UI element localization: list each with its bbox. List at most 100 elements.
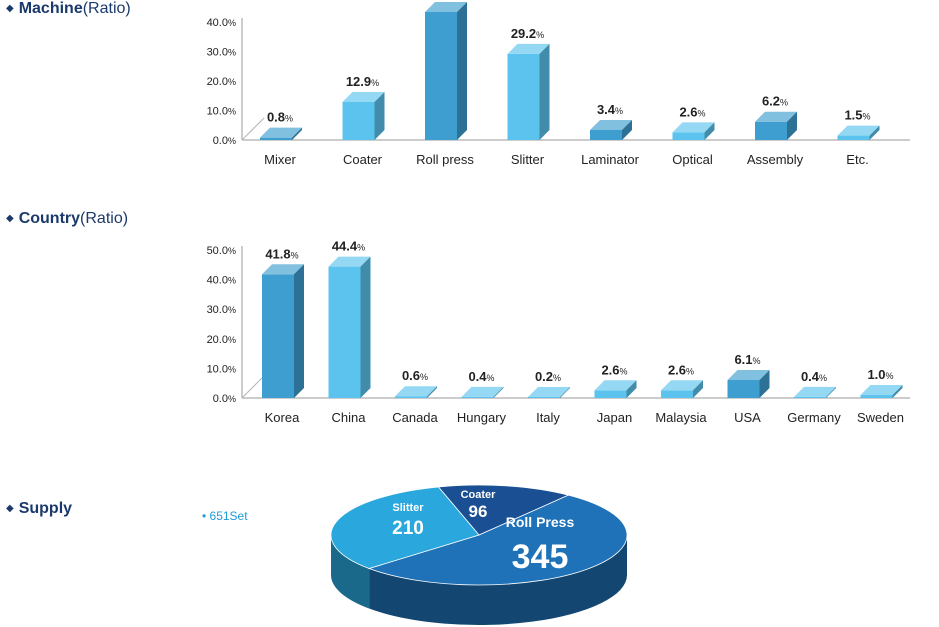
- machine-bar-top: [425, 1, 467, 12]
- country-y-tick-label: 10.0%: [207, 363, 236, 375]
- country-bar-chart: 0.0% 10.0% 20.0% 30.0% 40.0% 50.0% 41.8% Korea 4…: [207, 239, 910, 425]
- country-bar-front: [328, 266, 361, 398]
- country-y-tick-label: 30.0%: [207, 304, 236, 316]
- machine-category-label: Coater: [343, 152, 383, 167]
- country-bar-side: [294, 264, 304, 398]
- diamond-bullet-icon: ◆: [6, 3, 14, 14]
- country-bar-front: [528, 397, 560, 398]
- country-bar-front: [794, 396, 826, 398]
- country-subtitle: (Ratio): [80, 210, 129, 227]
- machine-category-label: Roll press: [416, 152, 474, 167]
- country-bar-top: [594, 380, 637, 391]
- machine-bar-side: [704, 122, 715, 140]
- country-category-label: Sweden: [857, 410, 904, 425]
- machine-bar-chart: 0.0% 10.0% 20.0% 30.0% 40.0% 0.8% Mixer 12.9% Co…: [207, 1, 910, 167]
- country-bar-side: [493, 386, 504, 398]
- country-bar-side: [626, 380, 637, 398]
- machine-floor-edge: [241, 117, 265, 141]
- pie-slice-slitter: [330, 486, 480, 569]
- pie-slice-roll-press: [367, 494, 628, 586]
- machine-bar-top: [590, 119, 632, 130]
- country-bar-top: [661, 380, 703, 391]
- machine-bar-side: [539, 43, 550, 140]
- country-value-label: 2.6%: [601, 362, 627, 377]
- machine-subtitle: (Ratio): [82, 0, 131, 17]
- machine-value-label: 12.9%: [346, 74, 379, 89]
- diamond-bullet-icon: ◆: [6, 503, 14, 514]
- machine-bar: [837, 125, 880, 140]
- country-bar-front: [661, 390, 693, 398]
- country-bar-top: [794, 386, 836, 397]
- country-bar-side: [892, 385, 903, 398]
- machine-bar-front: [755, 121, 787, 140]
- machine-value-label: 6.2%: [762, 94, 788, 109]
- country-bar-side: [360, 256, 371, 398]
- country-y-tick-label: 50.0%: [207, 245, 236, 257]
- machine-section-title: ◆ Machine(Ratio): [6, 0, 131, 18]
- machine-bar-front: [425, 11, 457, 140]
- machine-category-label: Laminator: [581, 152, 639, 167]
- machine-y-tick-label: 10.0%: [207, 106, 236, 118]
- country-bar: [661, 380, 703, 398]
- country-category-label: Korea: [265, 410, 300, 425]
- supply-total-label: • 651Set: [202, 509, 248, 523]
- country-bar-front: [860, 395, 893, 398]
- pie-slice-side: [369, 535, 627, 626]
- machine-bar-side: [622, 119, 632, 140]
- pie-slice-coater: [437, 484, 570, 536]
- machine-category-label: Slitter: [511, 152, 545, 167]
- machine-bar-front: [837, 135, 870, 140]
- country-title: Country: [18, 210, 81, 227]
- country-bar: [860, 385, 903, 398]
- machine-value-label: 1.5%: [844, 108, 870, 123]
- supply-title: Supply: [18, 500, 73, 517]
- country-category-label: Hungary: [457, 410, 507, 425]
- country-category-label: USA: [734, 410, 761, 425]
- machine-bar-side: [869, 125, 880, 140]
- machine-category-label: Etc.: [846, 152, 868, 167]
- country-value-label: 1.0%: [867, 367, 893, 382]
- machine-bar-top: [672, 122, 715, 133]
- country-bar-side: [826, 386, 836, 398]
- country-floor-edge: [241, 375, 265, 399]
- diamond-bullet-icon: ◆: [6, 213, 14, 224]
- country-value-label: 0.2%: [535, 369, 561, 384]
- machine-y-tick-label: 20.0%: [207, 76, 236, 88]
- country-bar-top: [860, 385, 903, 396]
- country-bar-side: [427, 386, 437, 398]
- machine-bar-front: [507, 53, 540, 140]
- pie-label-name: Coater: [461, 489, 497, 501]
- country-category-label: Japan: [597, 410, 632, 425]
- country-bar-side: [759, 369, 770, 398]
- pie-label-value: 345: [512, 538, 569, 576]
- machine-bar-side: [787, 111, 797, 140]
- country-value-label: 41.8%: [265, 246, 298, 261]
- machine-value-label: 2.6%: [679, 104, 705, 119]
- country-bar-front: [461, 396, 494, 398]
- country-bar-top: [727, 369, 770, 380]
- country-bar-top: [262, 264, 304, 275]
- country-value-label: 6.1%: [734, 352, 760, 367]
- machine-bar: [590, 119, 632, 140]
- country-bar: [328, 256, 371, 398]
- machine-bar-side: [374, 91, 385, 140]
- country-bar-top: [461, 386, 504, 397]
- pie-label-name: Slitter: [392, 502, 424, 514]
- country-bar-side: [560, 387, 570, 398]
- country-bar-front: [395, 396, 427, 398]
- machine-category-label: Assembly: [747, 152, 804, 167]
- machine-bar: [507, 43, 550, 140]
- country-bar-front: [594, 390, 627, 398]
- machine-bar: [672, 122, 715, 140]
- machine-bar-front: [672, 132, 705, 140]
- country-value-label: 44.4%: [332, 239, 365, 254]
- machine-bar-side: [457, 1, 467, 140]
- country-bar-top: [528, 387, 570, 397]
- country-category-label: Italy: [536, 410, 560, 425]
- country-bar: [461, 386, 504, 398]
- country-bar: [794, 386, 836, 398]
- machine-y-tick-label: 30.0%: [207, 47, 236, 59]
- country-category-label: Germany: [787, 410, 841, 425]
- machine-y-tick-label: 0.0%: [213, 135, 236, 147]
